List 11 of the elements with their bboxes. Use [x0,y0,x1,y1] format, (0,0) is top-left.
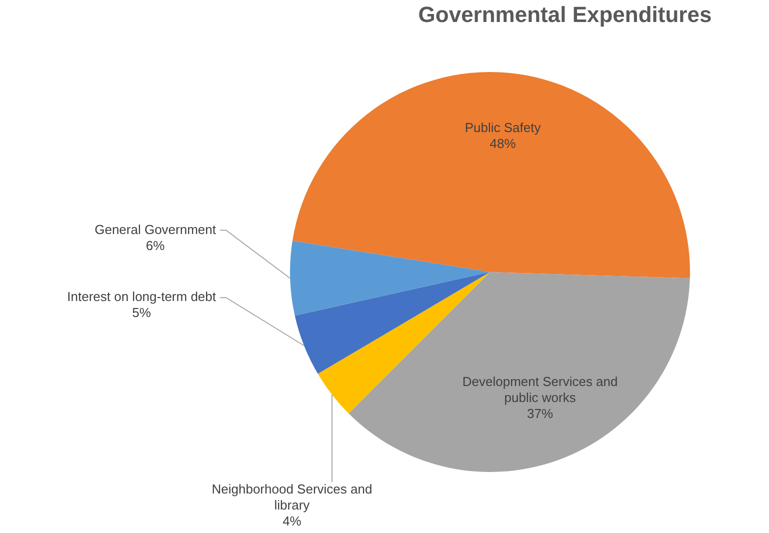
chart-title: Governmental Expenditures [417,2,713,28]
data-label: 37% [527,406,554,422]
data-label: 5% [132,305,152,320]
data-label: 48% [490,136,516,152]
data-label: 4% [282,514,302,529]
slice-label: Public Safety [464,120,542,136]
slice-label: General Government [94,222,216,237]
data-label: 6% [146,238,166,253]
slice-label: Neighborhood Services and library [212,482,372,513]
slice-label: Development Services and public works [462,374,618,406]
slice-label: Interest on long-term debt [67,289,216,304]
